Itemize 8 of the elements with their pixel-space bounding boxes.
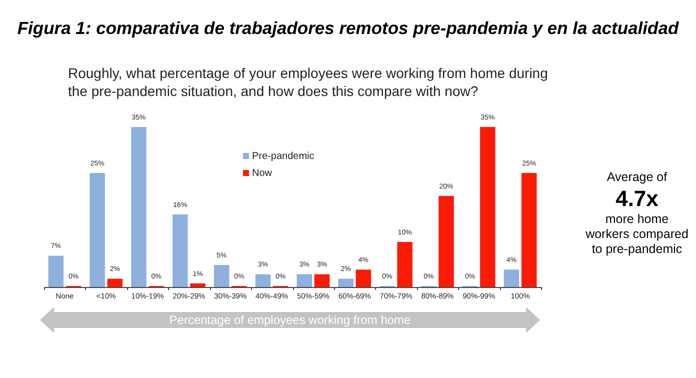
text: Average of — [606, 170, 668, 185]
text: 4.7x — [614, 185, 660, 212]
legend-label: Pre-pandemic — [251, 150, 314, 164]
text: more home workers compared to pre-pandemic — [584, 212, 690, 257]
legend-label: Now — [251, 167, 274, 181]
chart-title: Figura 1: comparativa de trabajadores remotos pre-pandemia y en la actualidad — [16, 18, 680, 39]
x-axis-title: Percentage of employees working from home — [168, 313, 412, 327]
chart-subtitle: Roughly, what percentage of your employees were working from home during the pre-pandemic situation, and how does this compare with now? — [68, 64, 549, 100]
